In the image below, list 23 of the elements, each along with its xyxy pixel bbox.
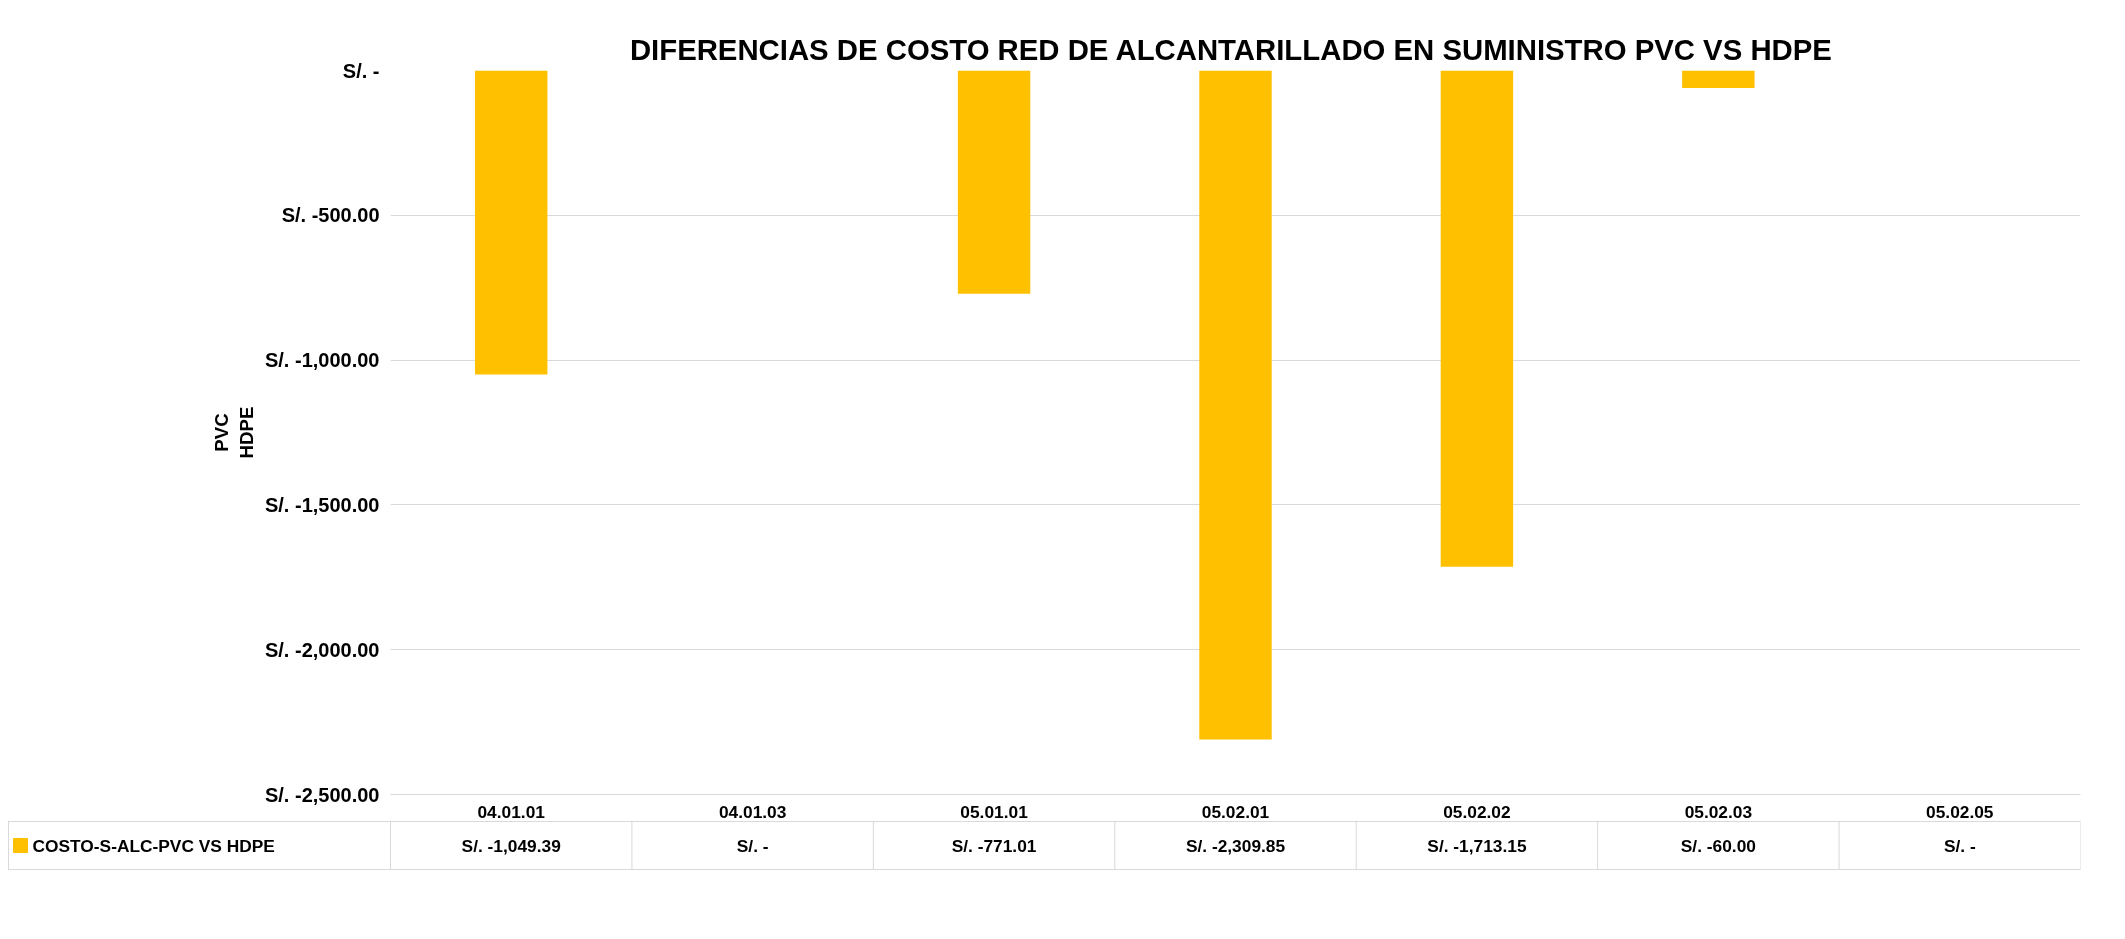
y-axis-title: PVC HDPE [210, 406, 257, 459]
x-tick-label: 04.01.01 [477, 801, 546, 822]
x-tick-label: 05.02.01 [1201, 801, 1270, 822]
y-tick-label: S/. -1,000.00 [264, 349, 380, 372]
y-tick-label: S/. -2,500.00 [264, 783, 380, 806]
legend-label: COSTO-S-ALC-PVC VS HDPE [32, 835, 275, 856]
chart-title: DIFERENCIAS DE COSTO RED DE ALCANTARILLADO EN SUMINISTRO PVC VS HDPE [629, 32, 1832, 66]
y-tick-label: S/. -1,500.00 [264, 493, 380, 516]
data-label: S/. - [1943, 835, 1976, 856]
data-label: S/. -60.00 [1680, 835, 1756, 856]
x-tick-label: 05.02.02 [1443, 801, 1511, 822]
y-tick-label: S/. -500.00 [281, 204, 380, 227]
x-tick-label: 04.01.03 [718, 801, 787, 822]
data-label: S/. - [736, 835, 769, 856]
y-tick-label: S/. - [342, 59, 380, 82]
x-tick-label: 05.01.01 [960, 801, 1029, 822]
x-tick-label: 05.02.05 [1926, 801, 1994, 822]
data-label: S/. -2,309.85 [1185, 835, 1286, 856]
data-label: S/. -1,713.15 [1427, 835, 1527, 856]
y-tick-label: S/. -2,000.00 [264, 638, 380, 661]
data-label: S/. -1,049.39 [461, 835, 561, 856]
data-label: S/. -771.01 [951, 835, 1037, 856]
x-tick-label: 05.02.03 [1684, 801, 1753, 822]
